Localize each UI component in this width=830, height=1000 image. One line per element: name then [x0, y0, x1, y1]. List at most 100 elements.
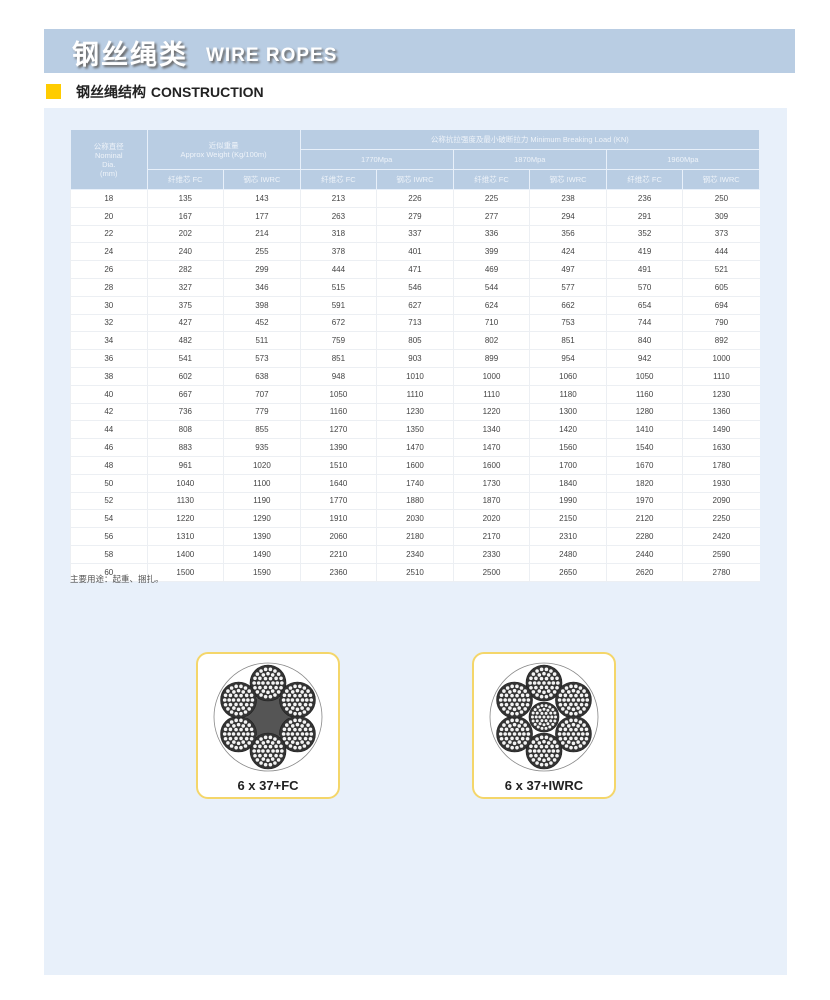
- table-cell: 935: [223, 438, 301, 457]
- table-cell: 1390: [299, 438, 377, 457]
- table-cell: 654: [605, 296, 683, 315]
- table-cell: 36: [70, 349, 148, 368]
- table-cell: 255: [223, 242, 301, 262]
- table-cell: 855: [223, 420, 301, 440]
- table-cell: 1160: [299, 403, 377, 422]
- table-cell: 1420: [529, 420, 607, 440]
- table-cell: 1220: [452, 403, 530, 422]
- table-cell: 1640: [299, 474, 377, 493]
- table-cell: 2020: [452, 509, 530, 529]
- table-cell: 672: [299, 314, 377, 333]
- table-cell: 226: [376, 189, 454, 208]
- header-iwrc: 钢芯 IWRC: [529, 169, 607, 190]
- table-cell: 22: [70, 225, 148, 244]
- table-cell: 2250: [682, 509, 760, 529]
- table-cell: 662: [529, 296, 607, 315]
- table-cell: 277: [452, 207, 530, 226]
- header-grade-1870: 1870Mpa: [452, 149, 607, 170]
- table-cell: 2440: [605, 545, 683, 564]
- rope-label: 6 x 37+FC: [237, 778, 299, 793]
- table-cell: 624: [452, 296, 530, 315]
- table-cell: 1000: [452, 367, 530, 386]
- table-cell: 892: [682, 331, 760, 351]
- table-cell: 942: [605, 349, 683, 368]
- table-cell: 2180: [376, 527, 454, 546]
- table-cell: 744: [605, 314, 683, 333]
- table-row: 18 135 143 213 226 225 238 236 250: [70, 189, 760, 208]
- table-cell: 1230: [682, 385, 760, 404]
- table-row: 50 1040 1100 1640 1740 1730 1840 1820 1930: [70, 474, 760, 493]
- table-cell: 1110: [682, 367, 760, 386]
- header-grade-1770: 1770Mpa: [299, 149, 454, 170]
- table-cell: 1780: [682, 456, 760, 475]
- table-row: 56 1310 1390 2060 2180 2170 2310 2280 2420: [70, 527, 760, 546]
- table-row: 22 202 214 318 337 336 356 352 373: [70, 225, 760, 244]
- table-cell: 2330: [452, 545, 530, 564]
- table-cell: 378: [299, 242, 377, 262]
- table-cell: 469: [452, 260, 530, 279]
- table-cell: 1740: [376, 474, 454, 493]
- rope-diagram-fc: 6 x 37+FC: [196, 652, 340, 799]
- table-cell: 2150: [529, 509, 607, 529]
- table-cell: 337: [376, 225, 454, 244]
- table-cell: 1490: [682, 420, 760, 440]
- table-cell: 2620: [605, 563, 683, 582]
- table-cell: 2480: [529, 545, 607, 564]
- table-cell: 48: [70, 456, 148, 475]
- table-cell: 177: [223, 207, 301, 226]
- table-cell: 213: [299, 189, 377, 208]
- table-cell: 2360: [299, 563, 377, 582]
- table-cell: 238: [529, 189, 607, 208]
- table-cell: 1970: [605, 492, 683, 511]
- table-cell: 373: [682, 225, 760, 244]
- table-cell: 28: [70, 278, 148, 297]
- table-cell: 346: [223, 278, 301, 297]
- table-cell: 1770: [299, 492, 377, 511]
- rope-label: 6 x 37+IWRC: [504, 778, 584, 793]
- table-cell: 2650: [529, 563, 607, 582]
- banner-title-en: WIRE ROPES: [206, 45, 338, 66]
- table-cell: 1230: [376, 403, 454, 422]
- table-cell: 167: [146, 207, 224, 226]
- table-cell: 1840: [529, 474, 607, 493]
- table-cell: 2420: [682, 527, 760, 546]
- table-cell: 573: [223, 349, 301, 368]
- table-cell: 1100: [223, 474, 301, 493]
- table-row: 40 667 707 1050 1110 1110 1180 1160 1230: [70, 385, 760, 404]
- table-row: 60 1500 1590 2360 2510 2500 2650 2620 2780: [70, 563, 760, 582]
- table-cell: 1670: [605, 456, 683, 475]
- table-cell: 1040: [146, 474, 224, 493]
- header-grade-1960: 1960Mpa: [605, 149, 761, 170]
- table-cell: 1190: [223, 492, 301, 511]
- usage-note: 主要用途：起重、捆扎。: [70, 575, 164, 585]
- header-nominal-dia: 公称直径 Nominal Dia. (mm): [70, 129, 148, 190]
- table-row: 34 482 511 759 805 802 851 840 892: [70, 331, 760, 351]
- table-cell: 1300: [529, 403, 607, 422]
- table-cell: 1010: [376, 367, 454, 386]
- table-cell: 808: [146, 420, 224, 440]
- table-cell: 961: [146, 456, 224, 475]
- table-cell: 511: [223, 331, 301, 351]
- content-panel: 公称直径 Nominal Dia. (mm) 近似重量 Approx Weight (K…: [44, 108, 787, 975]
- table-cell: 779: [223, 403, 301, 422]
- section-title-en: CONSTRUCTION: [150, 84, 264, 100]
- table-cell: 1590: [223, 563, 301, 582]
- table-row: 24 240 255 378 401 399 424 419 444: [70, 242, 760, 262]
- table-cell: 1060: [529, 367, 607, 386]
- table-cell: 427: [146, 314, 224, 333]
- table-cell: 1110: [452, 385, 530, 404]
- table-cell: 546: [376, 278, 454, 297]
- table-cell: 279: [376, 207, 454, 226]
- table-cell: 54: [70, 509, 148, 529]
- table-cell: 352: [605, 225, 683, 244]
- table-cell: 577: [529, 278, 607, 297]
- table-cell: 2510: [376, 563, 454, 582]
- table-cell: 805: [376, 331, 454, 351]
- table-cell: 694: [682, 296, 760, 315]
- table-cell: 1630: [682, 438, 760, 457]
- table-cell: 482: [146, 331, 224, 351]
- table-cell: 1000: [682, 349, 760, 368]
- table-cell: 399: [452, 242, 530, 262]
- header-fc: 纤维芯 FC: [605, 169, 684, 190]
- table-row: 44 808 855 1270 1350 1340 1420 1410 1490: [70, 420, 760, 440]
